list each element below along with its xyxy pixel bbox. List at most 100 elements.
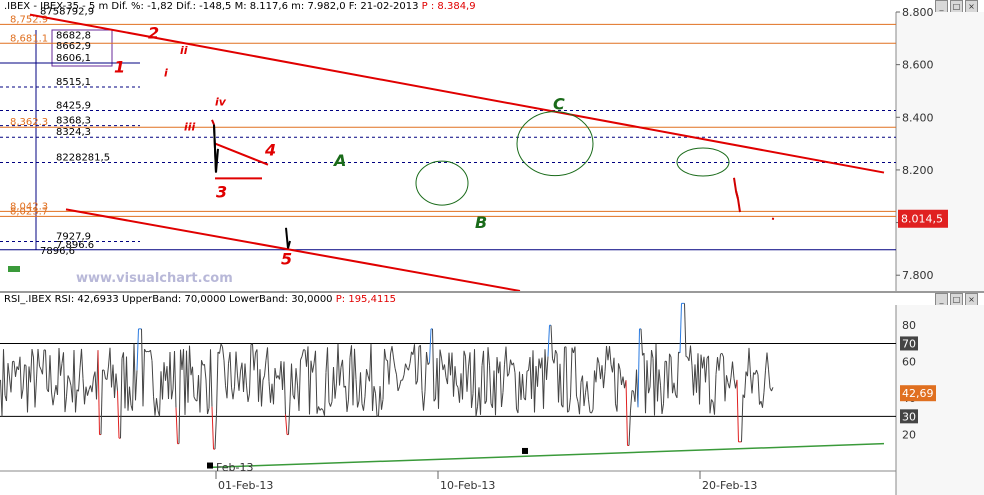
rsi-segment bbox=[432, 328, 435, 402]
wave-label: A bbox=[332, 151, 346, 170]
level-label: 8,023.7 bbox=[10, 206, 48, 217]
rsi-maximize-button[interactable]: □ bbox=[950, 293, 963, 306]
band-badge bbox=[900, 336, 918, 351]
rsi-segment bbox=[729, 377, 732, 389]
rsi-segment bbox=[312, 363, 315, 373]
rsi-window-buttons: _ □ × bbox=[935, 293, 978, 306]
rsi-segment bbox=[714, 374, 717, 415]
rsi-segment bbox=[474, 349, 477, 417]
level-label: 8324,3 bbox=[56, 127, 91, 138]
rsi-segment bbox=[36, 349, 39, 379]
rsi-segment bbox=[553, 350, 556, 364]
rsi-segment bbox=[703, 356, 706, 383]
panel-divider[interactable] bbox=[0, 291, 984, 293]
rsi-segment bbox=[42, 349, 45, 375]
rsi-segment bbox=[307, 346, 310, 415]
rsi-segment bbox=[315, 350, 318, 414]
rsi-segment bbox=[267, 347, 270, 382]
rsi-segment bbox=[660, 385, 663, 414]
rsi-segment bbox=[162, 362, 165, 400]
rsi-panel[interactable]: RSI_.IBEX RSI: 42,6933 UpperBand: 70,000… bbox=[0, 293, 984, 495]
rsi-segment bbox=[505, 346, 508, 377]
rsi-segment bbox=[484, 400, 487, 404]
rsi-segment bbox=[183, 349, 186, 415]
rsi-segment bbox=[127, 386, 130, 411]
rsi-segment bbox=[378, 386, 381, 416]
trendline bbox=[65, 208, 521, 291]
rsi-segment bbox=[619, 369, 622, 385]
price-chart-panel[interactable]: .IBEX - IBEX-35 - 5 m Dif. %: -1,82 Dif.… bbox=[0, 0, 984, 291]
rsi-segment bbox=[648, 386, 651, 394]
legend-swatch bbox=[8, 266, 20, 272]
min-value: 7.982,0 bbox=[307, 1, 346, 12]
rsi-segment bbox=[628, 410, 631, 446]
price-info-bar: .IBEX - IBEX-35 - 5 m Dif. %: -1,82 Dif.… bbox=[4, 1, 476, 12]
rsi-segment bbox=[334, 383, 337, 399]
rsi-segment bbox=[657, 369, 660, 402]
rsi-chart-svg: 80706040302001-Feb-1310-Feb-1320-Feb-13F… bbox=[0, 302, 984, 495]
rsi-segment bbox=[223, 360, 226, 386]
rsi-segment bbox=[33, 357, 36, 408]
rsi-tick-label: 80 bbox=[902, 319, 916, 332]
rsi-segment bbox=[87, 389, 90, 396]
rsi-segment bbox=[556, 353, 559, 403]
range-box bbox=[51, 29, 113, 67]
dif-value: -148,5 bbox=[199, 1, 232, 12]
rsi-segment bbox=[295, 368, 298, 386]
rsi-segment bbox=[330, 401, 333, 407]
rsi-segment bbox=[364, 369, 367, 397]
rsi-segment bbox=[310, 360, 313, 373]
time-tick-label: 10-Feb-13 bbox=[440, 479, 495, 492]
rsi-segment bbox=[49, 355, 52, 393]
rsi-segment bbox=[397, 386, 400, 392]
rsi-segment bbox=[426, 351, 429, 365]
rsi-segment bbox=[150, 350, 153, 361]
rsi-segment bbox=[144, 348, 147, 353]
rsi-segment bbox=[555, 349, 558, 354]
rsi-segment bbox=[565, 346, 568, 413]
rsi-segment bbox=[475, 406, 478, 417]
rsi-segment bbox=[357, 400, 360, 408]
rsi-segment bbox=[117, 390, 120, 439]
price-tick-label: 7.800 bbox=[902, 269, 934, 282]
rsi-segment bbox=[247, 393, 250, 402]
rsi-segment bbox=[570, 347, 573, 398]
rsi-segment bbox=[420, 345, 423, 391]
rsi-segment bbox=[700, 354, 703, 369]
rsi-tick-label: 60 bbox=[902, 356, 916, 369]
rsi-segment bbox=[661, 403, 664, 414]
rsi-segment bbox=[480, 365, 483, 415]
rsi-segment bbox=[192, 366, 195, 397]
rsi-segment bbox=[63, 352, 66, 413]
rsi-segment bbox=[169, 352, 172, 400]
rsi-segment bbox=[301, 349, 304, 357]
rsi-segment bbox=[222, 346, 225, 361]
rsi-segment bbox=[126, 356, 129, 411]
rsi-segment bbox=[129, 386, 132, 406]
rsi-segment bbox=[331, 367, 334, 402]
rsi-segment bbox=[438, 349, 441, 409]
rsi-segment bbox=[375, 393, 378, 417]
rsi-segment bbox=[459, 373, 462, 403]
rsi-segment bbox=[768, 369, 771, 389]
rsi-segment bbox=[645, 360, 648, 414]
rsi-segment bbox=[601, 365, 604, 389]
rsi-segment bbox=[486, 347, 489, 401]
rsi-segment bbox=[261, 380, 264, 407]
rsi-segment bbox=[103, 370, 106, 379]
rsi-segment bbox=[709, 399, 712, 414]
rsi-tick-label: 30 bbox=[902, 410, 916, 423]
level-label: 8,042.3 bbox=[10, 201, 48, 212]
rsi-segment bbox=[1, 349, 4, 417]
rsi-segment bbox=[519, 371, 522, 400]
price-axis-bg bbox=[896, 12, 984, 291]
rsi-segment bbox=[391, 346, 394, 359]
level-label: 8606,1 bbox=[56, 53, 91, 64]
upper-band-value: 70,0000 bbox=[184, 294, 226, 305]
rsi-marker-dot bbox=[207, 462, 213, 469]
rsi-segment bbox=[193, 396, 196, 401]
rsi-segment bbox=[280, 361, 283, 390]
rsi-segment bbox=[10, 361, 13, 393]
rsi-segment bbox=[658, 369, 661, 386]
level-label: 7,896.6 bbox=[56, 240, 94, 251]
